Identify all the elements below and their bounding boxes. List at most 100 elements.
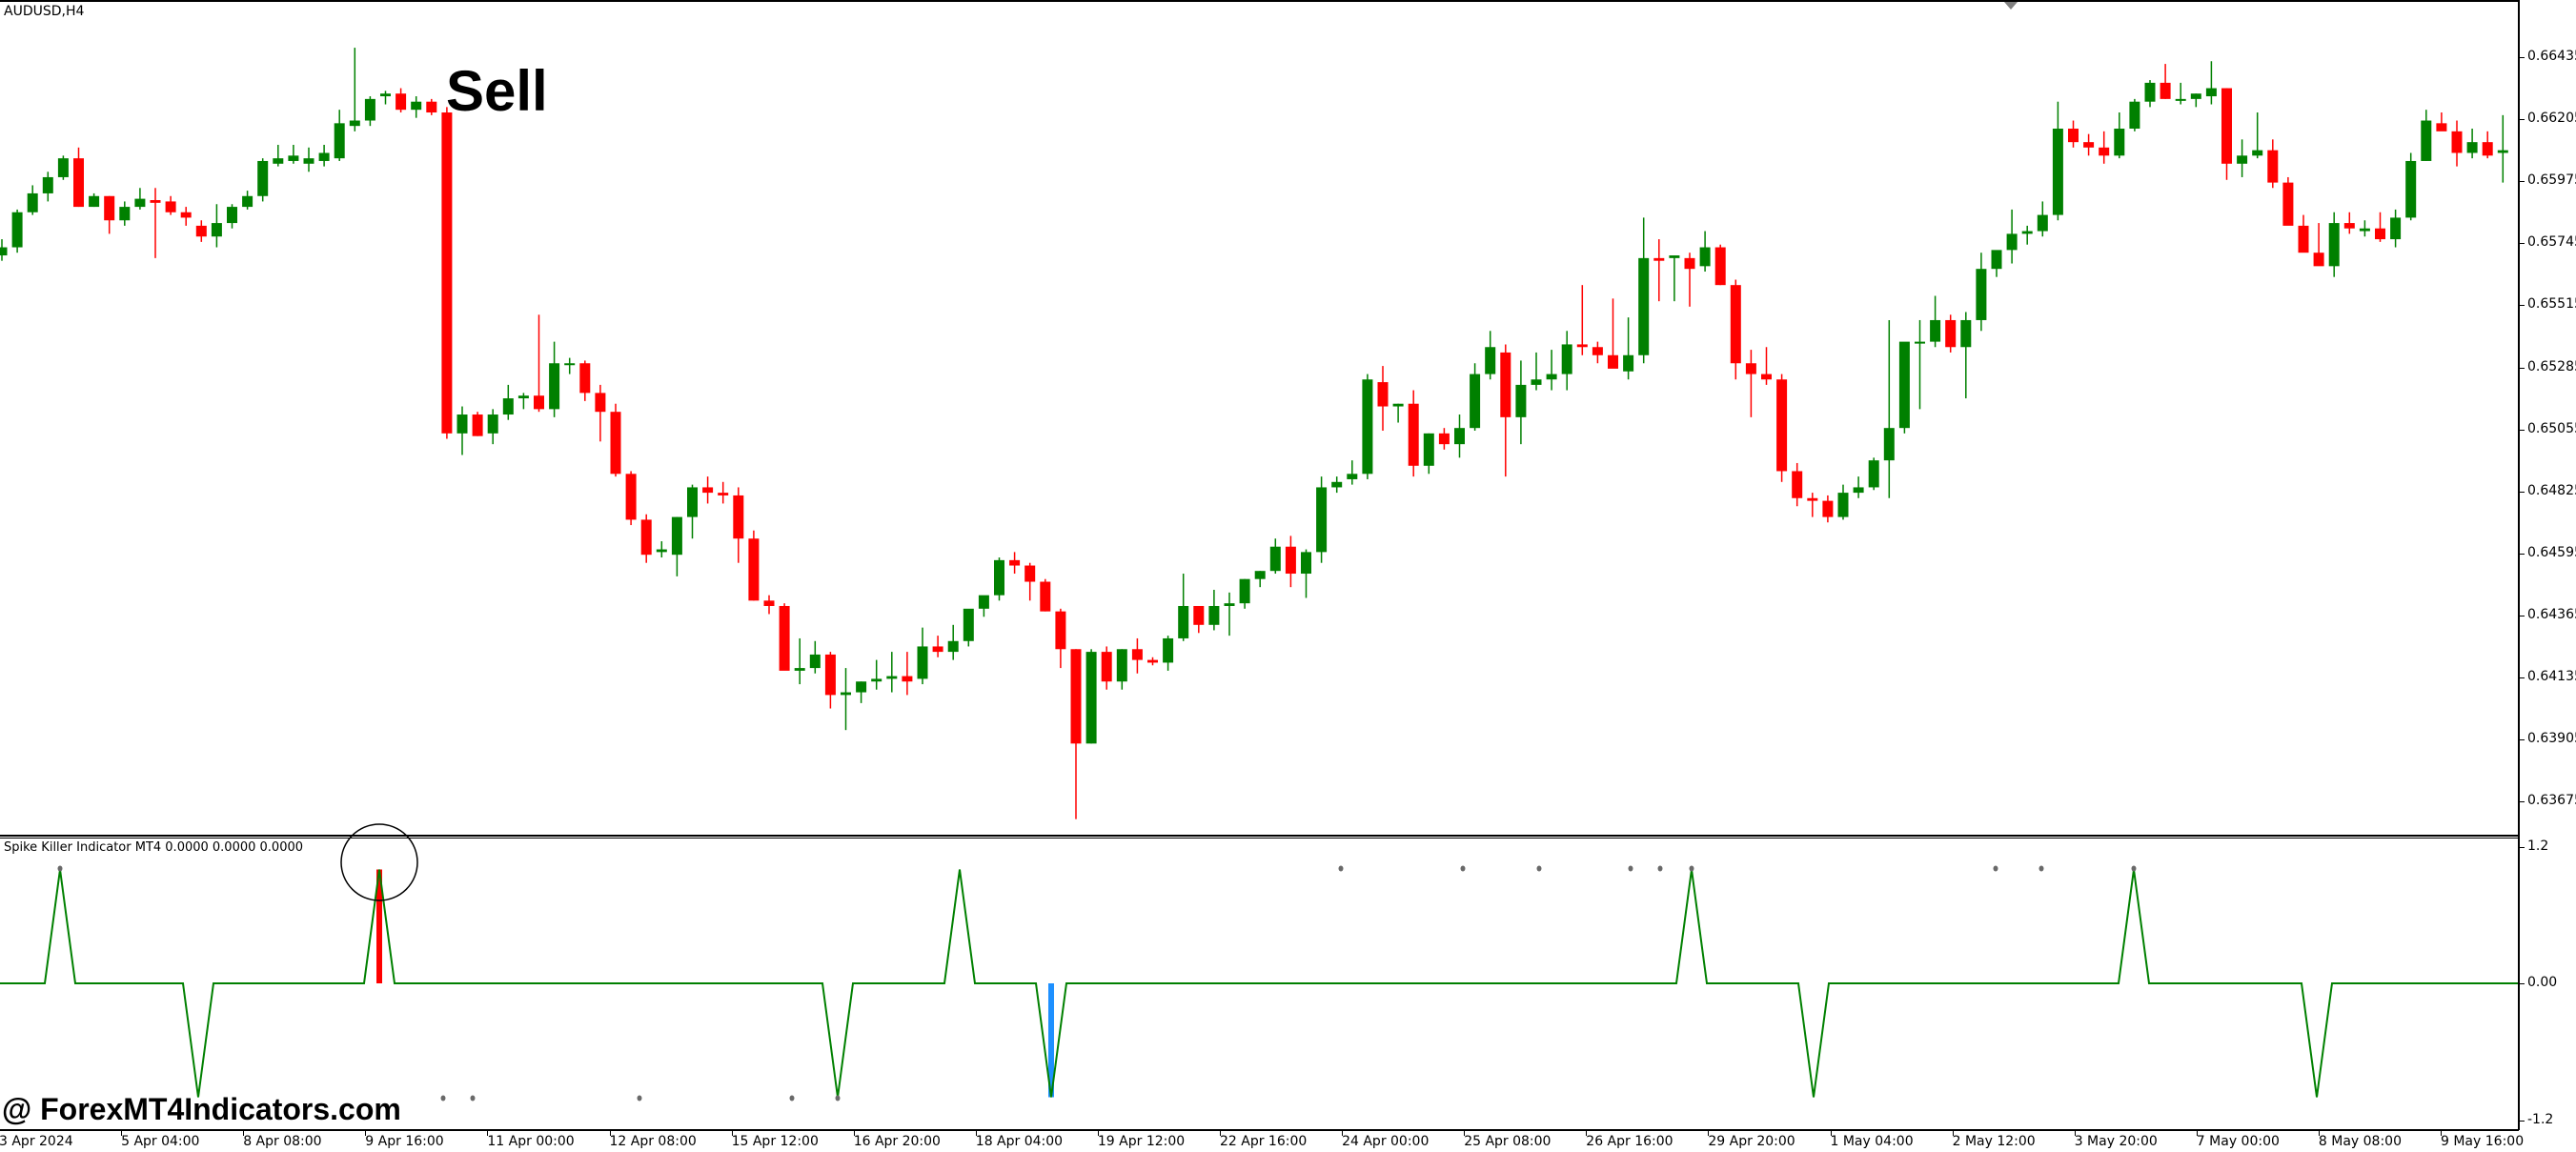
bull-candle: [364, 98, 375, 121]
price-tick: [2520, 801, 2525, 803]
time-label: 15 Apr 12:00: [731, 1134, 819, 1149]
bull-candle: [1561, 344, 1572, 374]
bear-candle: [150, 200, 161, 203]
bear-candle: [733, 495, 744, 539]
bull-candle: [211, 223, 222, 237]
bull-candle: [2144, 82, 2156, 102]
bull-candle: [1485, 347, 1496, 374]
price-tick: [2520, 553, 2525, 555]
bear-candle: [73, 158, 84, 208]
bull-candle: [119, 207, 131, 221]
bear-candle: [1147, 659, 1158, 663]
pane-separator-inner: [0, 838, 2518, 839]
bull-candle: [994, 559, 1004, 596]
spike-killer-series: [0, 865, 2518, 1101]
bull-candle: [2405, 160, 2417, 218]
bear-candle: [824, 654, 836, 696]
bull-candle: [2497, 150, 2508, 153]
sell-signal-label: Sell: [446, 59, 548, 123]
time-label: 3 Apr 2024: [0, 1134, 73, 1149]
bull-candle: [1254, 571, 1266, 579]
time-label: 29 Apr 20:00: [1708, 1134, 1795, 1149]
signal-dot: [1338, 865, 1344, 872]
bear-candle: [1776, 379, 1788, 472]
bear-candle: [2482, 142, 2493, 156]
signal-dot: [440, 1095, 446, 1101]
signal-dot: [1460, 865, 1466, 872]
price-label: 0.64135: [2527, 669, 2576, 684]
time-label: 9 May 16:00: [2441, 1134, 2525, 1149]
price-tick: [2520, 491, 2525, 493]
bull-candle: [886, 676, 898, 679]
bear-candle: [1792, 471, 1803, 498]
bull-candle: [978, 595, 989, 609]
bear-candle: [180, 212, 192, 218]
bull-candle: [1269, 546, 1281, 572]
bull-candle: [1316, 487, 1328, 553]
bear-candle: [2313, 253, 2324, 267]
bull-candle: [89, 195, 100, 208]
bull-candle: [1853, 487, 1864, 494]
bear-candle: [1024, 565, 1036, 582]
bear-candle: [195, 225, 207, 237]
bull-candle: [42, 176, 53, 193]
bull-candle: [1392, 403, 1404, 407]
chart-shift-marker-icon[interactable]: [2004, 2, 2018, 10]
price-chart-pane[interactable]: [0, 2, 2518, 835]
time-label: 8 May 08:00: [2318, 1134, 2402, 1149]
price-tick: [2520, 429, 2525, 431]
signal-dot: [835, 1095, 841, 1101]
time-tick: [2318, 1131, 2320, 1136]
time-label: 7 May 00:00: [2196, 1134, 2280, 1149]
time-tick: [121, 1131, 123, 1136]
bear-candle: [2436, 123, 2447, 131]
bull-candle: [27, 192, 38, 212]
indicator-pane[interactable]: [0, 839, 2518, 1129]
signal-dot: [2038, 865, 2044, 872]
pane-separator[interactable]: [0, 835, 2518, 837]
symbol-timeframe-label: AUDUSD,H4: [4, 4, 85, 19]
bull-candle: [1085, 652, 1097, 744]
bull-candle: [1423, 433, 1434, 466]
bear-candle: [1009, 559, 1021, 566]
bear-candle: [2068, 129, 2079, 143]
indicator-axis-label: -1.2: [2527, 1112, 2554, 1127]
indicator-label: Spike Killer Indicator MT4 0.0000 0.0000…: [4, 840, 304, 855]
time-label: 22 Apr 16:00: [1220, 1134, 1308, 1149]
time-label: 2 May 12:00: [1952, 1134, 2036, 1149]
bull-candle: [487, 414, 498, 434]
bull-candle: [1239, 578, 1250, 604]
bear-candle: [1408, 403, 1419, 466]
bull-candle: [456, 414, 468, 434]
time-label: 12 Apr 08:00: [609, 1134, 697, 1149]
bear-candle: [2282, 182, 2294, 226]
bull-candle: [349, 120, 360, 127]
bear-candle: [1500, 352, 1511, 417]
bull-candle: [1515, 384, 1527, 417]
bear-candle: [1608, 354, 1618, 369]
bear-candle: [1070, 649, 1082, 744]
bear-candle: [1193, 605, 1205, 625]
bull-candle: [856, 681, 867, 693]
time-label: 25 Apr 08:00: [1464, 1134, 1552, 1149]
bull-candle: [2006, 233, 2018, 251]
bull-candle: [1362, 379, 1373, 475]
bull-candle: [1960, 319, 1972, 348]
bear-candle: [1040, 581, 1051, 612]
bull-candle: [380, 93, 391, 97]
time-tick: [243, 1131, 245, 1136]
bull-candle: [1454, 428, 1465, 445]
bear-candle: [763, 600, 775, 606]
bull-candle: [257, 160, 269, 196]
price-tick: [2520, 57, 2525, 58]
time-label: 5 Apr 04:00: [121, 1134, 200, 1149]
bull-candle: [1915, 341, 1925, 344]
bull-candle: [2190, 93, 2201, 99]
indicator-tick: [2520, 1121, 2525, 1122]
bear-candle: [1131, 649, 1143, 660]
bull-candle: [2466, 142, 2478, 153]
price-label: 0.65285: [2527, 358, 2576, 374]
bull-candle: [2052, 129, 2063, 215]
price-label: 0.64365: [2527, 606, 2576, 622]
buy-histogram-bar: [1048, 983, 1054, 1098]
